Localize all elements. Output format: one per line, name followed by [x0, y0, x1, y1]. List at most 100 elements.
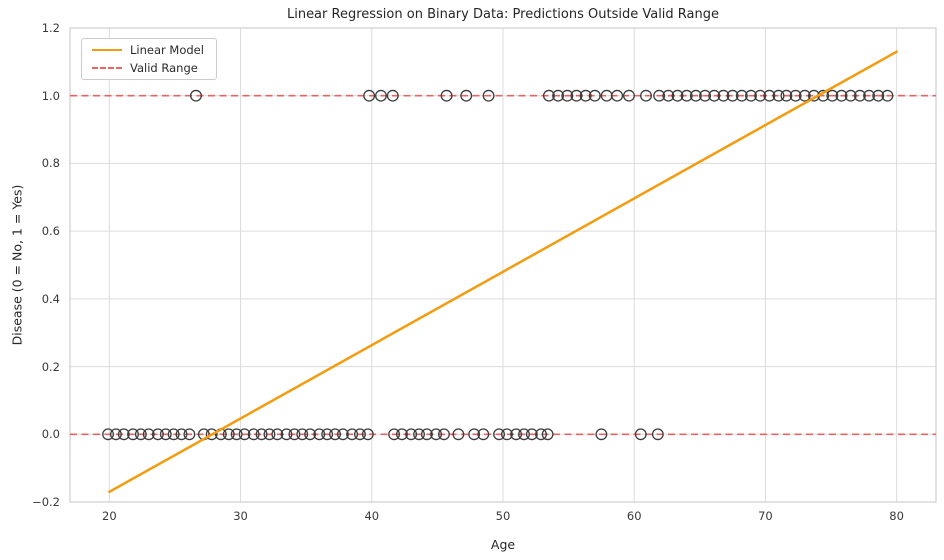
scatter-points-disease-no-observations: [102, 428, 664, 441]
scatter-point: [789, 89, 802, 102]
scatter-point: [699, 89, 712, 102]
scatter-point: [872, 89, 885, 102]
scatter-point: [510, 428, 523, 441]
x-axis-label: Age: [490, 537, 516, 552]
y-tick-label-0.6: 0.6: [41, 224, 60, 239]
scatter-point: [452, 428, 465, 441]
scatter-point: [570, 89, 583, 102]
scatter-point: [222, 428, 235, 441]
scatter-point: [420, 428, 433, 441]
scatter-point: [296, 428, 309, 441]
scatter-point: [363, 89, 376, 102]
scatter-point: [634, 428, 647, 441]
scatter-point: [430, 428, 443, 441]
scatter-point: [271, 428, 284, 441]
x-tick-label-80: 80: [889, 509, 904, 523]
linear-model-line-swatch-icon: [92, 49, 122, 51]
scatter-point: [238, 428, 251, 441]
scatter-point: [726, 89, 739, 102]
scatter-point: [263, 428, 276, 441]
y-tick-label-1.0: 1.0: [41, 88, 60, 103]
scatter-point: [354, 428, 366, 441]
scatter-point: [329, 428, 341, 441]
linear-model-line: [108, 50, 898, 494]
scatter-point: [175, 428, 188, 441]
scatter-point: [863, 89, 876, 102]
scatter-point: [535, 428, 548, 441]
legend-label-linear-model: Linear Model: [130, 43, 204, 57]
scatter-point: [280, 428, 293, 441]
scatter-point: [109, 428, 122, 441]
scatter-point: [754, 89, 767, 102]
scatter-point: [735, 89, 748, 102]
y-tick-label-0.2: 0.2: [41, 359, 60, 374]
x-tick-label-20: 20: [102, 509, 117, 523]
scatter-point: [313, 428, 326, 441]
scatter-point: [477, 428, 490, 441]
scatter-point: [482, 89, 495, 102]
scatter-point: [255, 428, 268, 441]
y-tick-label-−0.2: −0.2: [32, 495, 60, 509]
scatter-point: [780, 89, 793, 102]
scatter-point: [117, 428, 130, 441]
chart-title: Linear Regression on Binary Data: Predic…: [286, 7, 720, 22]
valid-range-line-swatch-icon: [92, 67, 122, 69]
scatter-point: [772, 89, 785, 102]
scatter-point: [361, 428, 374, 441]
scatter-point: [396, 428, 408, 441]
scatter-point: [579, 89, 592, 102]
scatter-point: [500, 428, 513, 441]
scatter-point: [561, 89, 574, 102]
scatter-point: [346, 428, 359, 441]
scatter-point: [468, 428, 481, 441]
legend: Linear Model Valid Range: [81, 38, 217, 80]
x-tick-label-30: 30: [233, 509, 248, 523]
legend-item-valid-range: Valid Range: [82, 59, 216, 77]
scatter-point: [826, 89, 839, 102]
plot-frame: [69, 27, 937, 503]
scatter-point: [651, 428, 664, 441]
scatter-point: [542, 89, 555, 102]
scatter-point: [183, 428, 196, 441]
scatter-point: [167, 428, 180, 441]
scatter-point: [336, 428, 349, 441]
scatter-point: [844, 89, 857, 102]
scatter-point: [835, 89, 848, 102]
scatter-point: [440, 89, 453, 102]
scatter-point: [717, 89, 730, 102]
scatter-point: [493, 428, 506, 441]
scatter-points-disease-yes-observations: [190, 89, 894, 102]
scatter-point: [680, 89, 693, 102]
scatter-point: [413, 428, 425, 441]
scatter-point: [405, 428, 418, 441]
y-tick-label-0.0: 0.0: [41, 427, 60, 442]
scatter-point: [159, 428, 172, 441]
scatter-point: [518, 428, 530, 441]
scatter-point: [671, 89, 684, 102]
scatter-point: [745, 89, 757, 102]
scatter-point: [230, 428, 243, 441]
scatter-point: [134, 428, 147, 441]
scatter-point: [247, 428, 260, 441]
scatter-point: [460, 89, 473, 102]
scatter-point: [205, 428, 218, 441]
scatter-point: [640, 89, 652, 102]
x-tick-label-50: 50: [495, 509, 511, 523]
scatter-point: [623, 89, 635, 102]
x-tick-label-70: 70: [758, 509, 773, 523]
scatter-point: [763, 89, 776, 102]
y-tick-label-0.8: 0.8: [41, 156, 60, 171]
scatter-point: [386, 89, 399, 102]
scatter-point: [881, 89, 894, 102]
scatter-point: [662, 89, 675, 102]
scatter-point: [388, 428, 401, 441]
scatter-point: [288, 428, 301, 441]
y-tick-label-0.4: 0.4: [41, 291, 60, 306]
scatter-point: [375, 89, 387, 102]
scatter-point: [853, 89, 866, 102]
scatter-point: [102, 428, 115, 441]
scatter-point: [552, 89, 565, 102]
scatter-point: [127, 428, 139, 441]
scatter-point: [142, 428, 155, 441]
